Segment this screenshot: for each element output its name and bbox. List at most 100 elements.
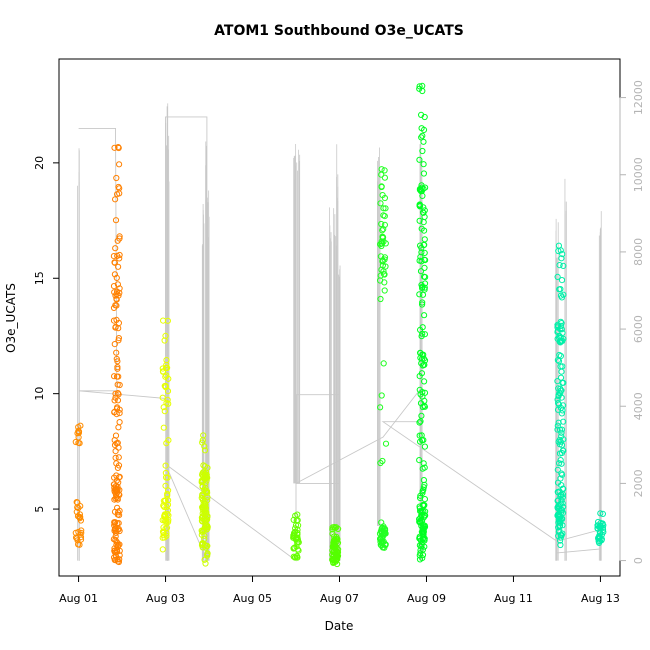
data-point [115,263,122,270]
data-point [558,368,565,375]
data-point [77,531,84,538]
data-point [557,537,564,544]
data-point [419,82,426,90]
data-point [111,259,119,266]
data-point [557,541,564,549]
data-point [294,554,301,561]
data-point [204,489,211,497]
data-point [560,447,567,454]
data-point [421,481,428,488]
data-point [111,519,118,526]
data-point [421,464,428,471]
data-point [555,242,563,249]
data-point [115,319,123,327]
data-point [555,528,562,535]
data-point [114,539,121,546]
data-point [114,381,121,388]
data-point [557,286,564,293]
y2-tick-label: 0 [632,557,645,564]
data-point [159,365,166,372]
data-point [381,174,388,181]
data-point [291,528,299,536]
data-point [559,500,566,507]
data-point [162,384,169,391]
x-tick-label: Aug 07 [320,592,359,605]
data-point [416,518,423,525]
data-point [162,525,169,532]
data-point [201,532,208,539]
data-point [382,205,389,212]
data-point [419,355,426,362]
data-point [163,372,170,379]
data-point [416,457,423,464]
data-point [421,236,428,243]
data-point [558,482,565,489]
data-point [377,253,384,260]
data-point [419,147,426,155]
data-point [160,317,167,324]
data-point [558,460,565,467]
data-point [111,397,118,404]
y-tick-label: 20 [33,156,46,170]
data-point [419,555,426,562]
data-point [294,517,301,524]
data-point [421,523,429,531]
data-point [378,392,385,399]
chart-title: ATOM1 Southbound O3e_UCATS [214,23,464,39]
y-axis: 5 10 15 20 [33,156,60,513]
data-point [111,144,118,151]
data-point [419,330,426,337]
y2-tick-label: 6000 [632,315,645,343]
data-point [160,424,167,431]
data-point [114,487,121,494]
data-point [597,510,604,517]
data-point [77,422,84,429]
data-point [377,295,384,303]
data-point [417,508,424,515]
data-point [419,489,426,496]
data-point [557,352,565,360]
data-point [417,547,424,554]
data-point [112,245,119,252]
data-point [557,475,564,482]
data-point [114,252,121,259]
data-point [419,301,426,308]
data-point [379,538,386,545]
data-point [201,510,208,517]
data-point [419,389,426,396]
data-point [199,439,206,446]
data-point [557,457,564,464]
data-point [112,486,119,493]
data-point [421,361,428,368]
data-point [418,111,425,119]
data-point [418,125,425,132]
data-point [200,469,207,476]
data-point [380,205,387,212]
data-point [420,161,427,168]
data-point [556,441,564,448]
data-point [202,522,209,529]
data-point [114,288,121,295]
data-point [110,304,118,311]
data-point [555,516,562,523]
data-point [164,396,171,403]
data-point [379,457,386,465]
data-point [417,514,424,522]
data-point [382,240,389,247]
data-point [418,543,425,550]
data-point [554,426,561,433]
data-point [416,373,423,380]
data-point [554,273,561,280]
y2-tick-label: 2000 [632,469,645,497]
data-point [330,548,337,555]
data-point [381,271,388,278]
data-point [116,556,123,563]
data-point [75,434,82,441]
data-point [112,323,119,330]
data-point [595,534,602,541]
x-axis: Aug 01 Aug 03 Aug 05 Aug 07 Aug 09 Aug 11 Aug … [59,575,620,605]
data-point [199,544,206,551]
data-point [416,83,423,90]
data-point [422,512,429,519]
data-point [165,518,172,526]
